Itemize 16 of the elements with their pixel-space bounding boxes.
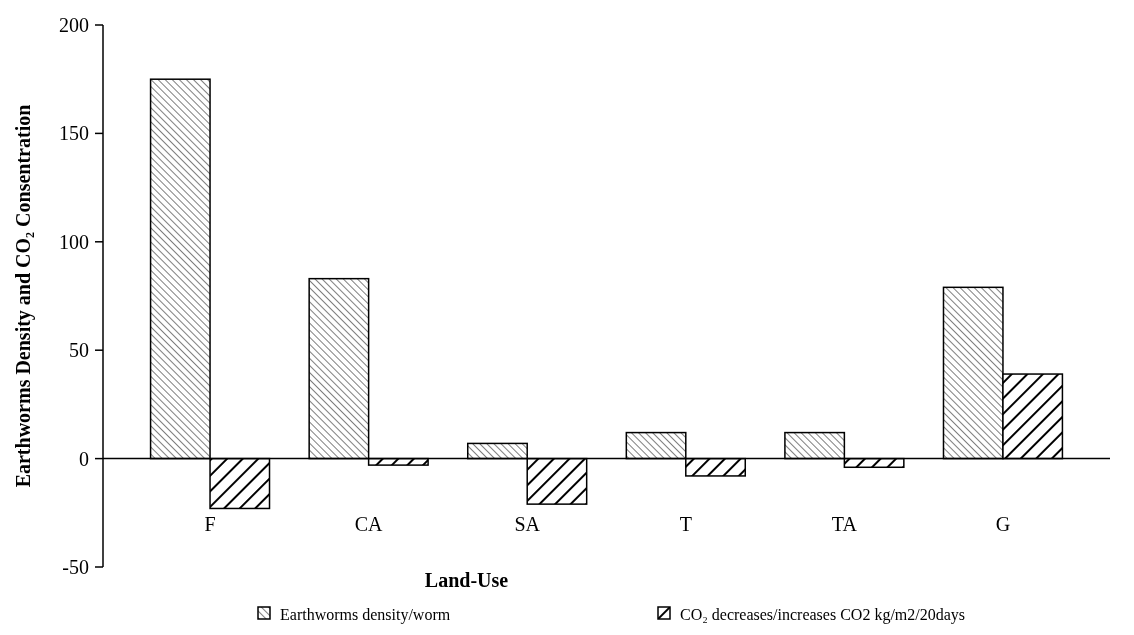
x-tick-label: CA xyxy=(354,512,384,535)
y-tick-label: 50 xyxy=(69,339,89,362)
y-tick-label: 0 xyxy=(79,447,89,470)
x-axis-title: Land-Use xyxy=(424,569,509,591)
y-axis-title: Earthworms Density and CO₂ Consentration xyxy=(12,104,35,488)
x-tick-label: T xyxy=(679,512,692,535)
x-tick-label: G xyxy=(995,512,1011,535)
y-tick-label: 100 xyxy=(59,230,89,253)
x-tick-label: F xyxy=(204,512,216,535)
legend-label: CO₂ decreases/increases CO2 kg/m2/20days xyxy=(680,605,966,624)
y-tick-label: 200 xyxy=(59,14,89,36)
x-tick-label: TA xyxy=(831,512,858,535)
legend-label: Earthworms density/worm xyxy=(280,605,451,624)
y-tick-label: 150 xyxy=(59,122,89,145)
y-tick-label: -50 xyxy=(62,556,89,578)
x-tick-label: SA xyxy=(514,512,541,535)
